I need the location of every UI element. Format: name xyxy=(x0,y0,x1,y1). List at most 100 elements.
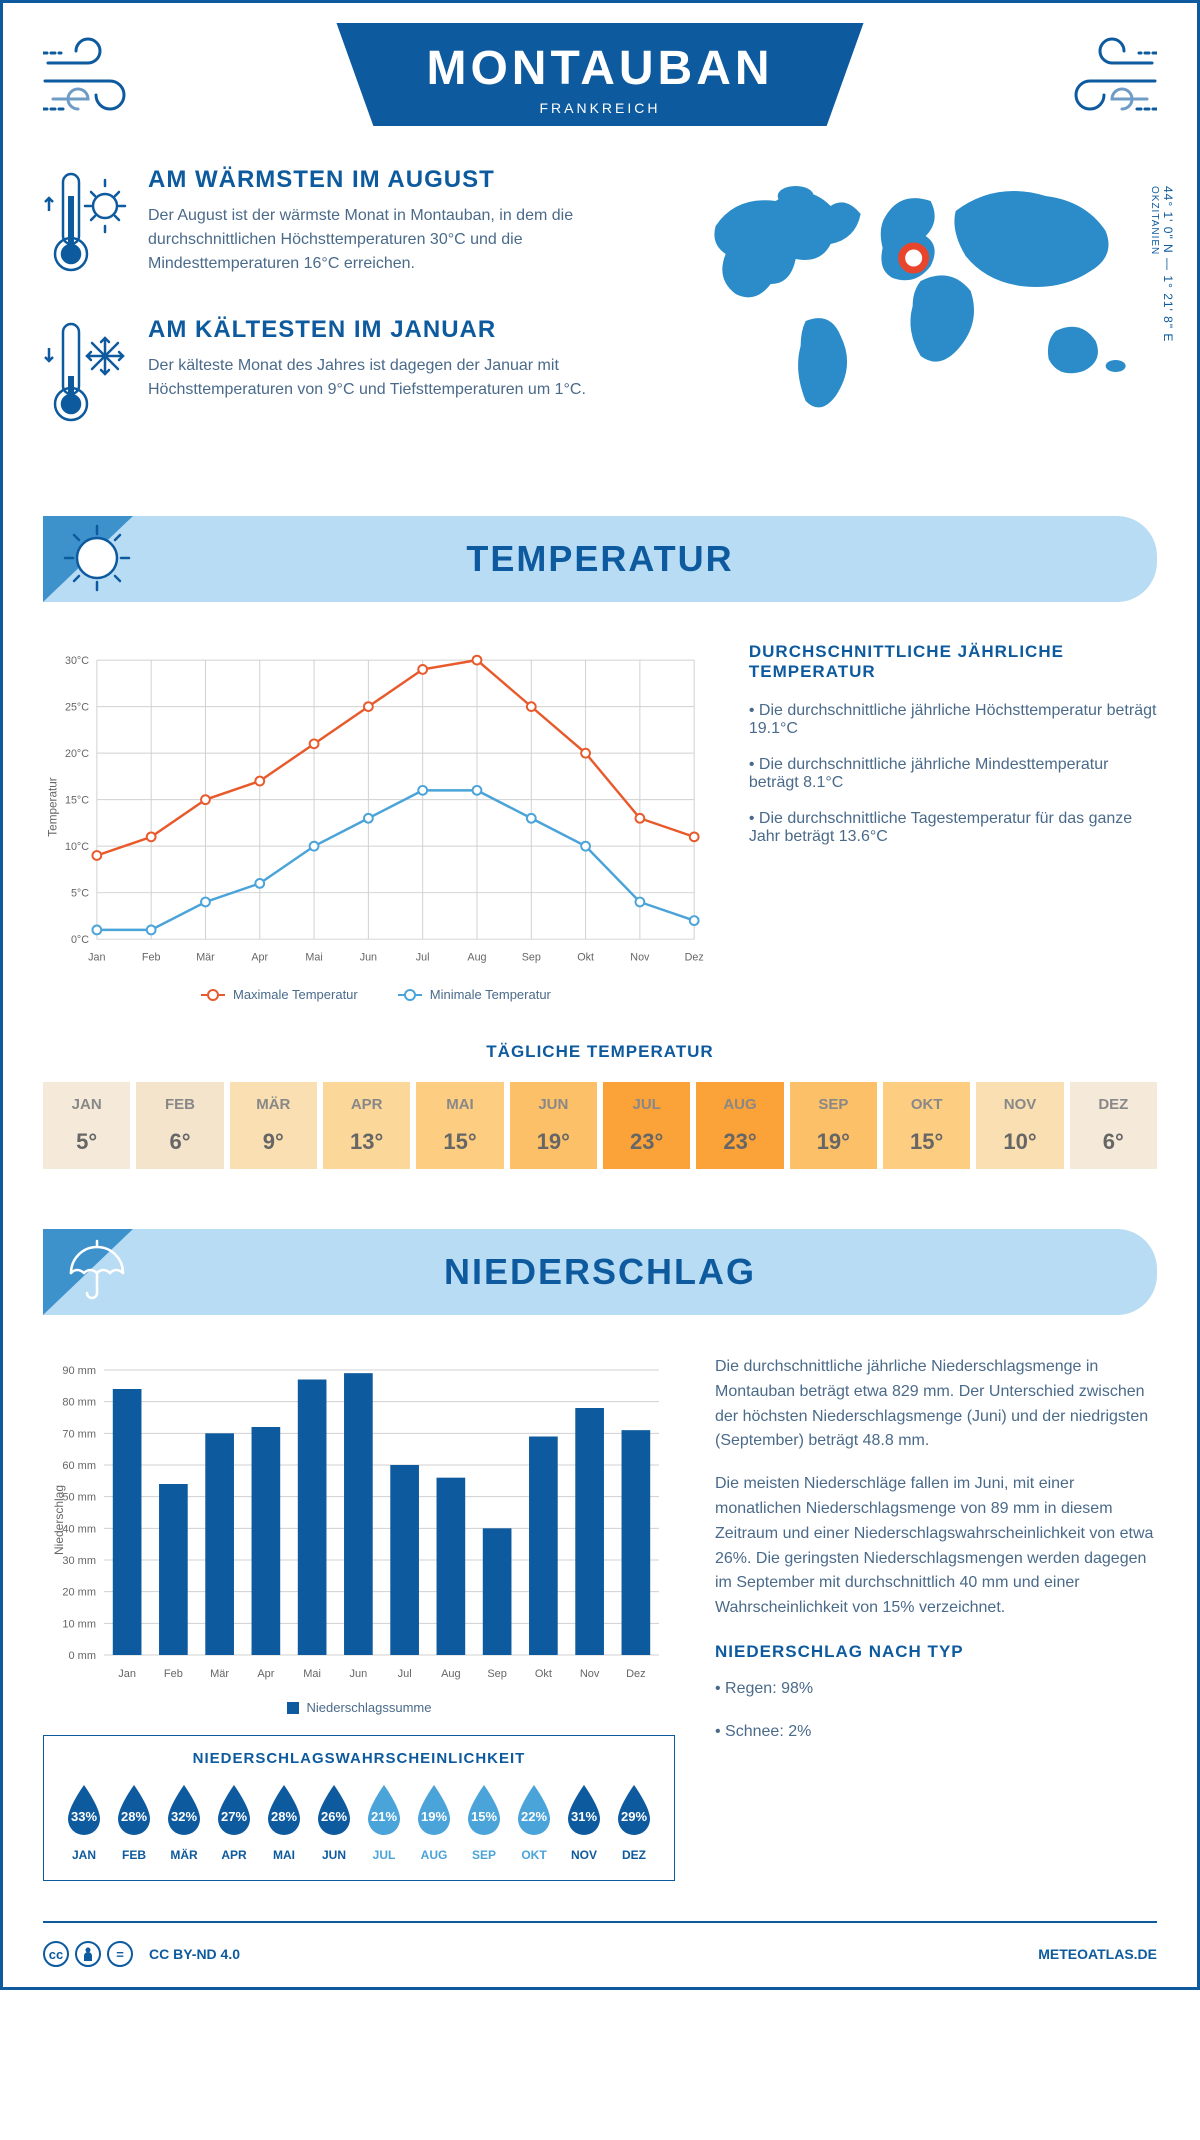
temp-bullet: • Die durchschnittliche Tagestemperatur … xyxy=(749,810,1157,846)
svg-text:30°C: 30°C xyxy=(65,655,89,667)
probability-drop: 29% DEZ xyxy=(612,1781,656,1862)
probability-drop: 33% JAN xyxy=(62,1781,106,1862)
temp-cell: OKT15° xyxy=(883,1082,970,1169)
svg-text:Dez: Dez xyxy=(626,1668,646,1680)
temp-cell: APR13° xyxy=(323,1082,410,1169)
svg-text:Jul: Jul xyxy=(416,952,430,964)
fact-warmest-text: Der August ist der wärmste Monat in Mont… xyxy=(148,204,634,276)
svg-text:0°C: 0°C xyxy=(71,934,89,946)
fact-coldest: AM KÄLTESTEN IM JANUAR Der kälteste Mona… xyxy=(43,316,634,431)
svg-text:5°C: 5°C xyxy=(71,888,89,900)
svg-text:Temperatur: Temperatur xyxy=(47,777,60,837)
precipitation-text: Die durchschnittliche jährliche Niedersc… xyxy=(715,1355,1157,1881)
wind-icon xyxy=(43,33,163,123)
svg-text:Jun: Jun xyxy=(350,1668,368,1680)
probability-box: NIEDERSCHLAGSWAHRSCHEINLICHKEIT 33% JAN … xyxy=(43,1735,675,1881)
temp-cell: DEZ6° xyxy=(1070,1082,1157,1169)
by-icon xyxy=(75,1941,101,1967)
daily-temperature: TÄGLICHE TEMPERATUR JAN5°FEB6°MÄR9°APR13… xyxy=(43,1042,1157,1169)
svg-text:Niederschlag: Niederschlag xyxy=(52,1485,66,1555)
daily-temp-heading: TÄGLICHE TEMPERATUR xyxy=(43,1042,1157,1062)
svg-text:10 mm: 10 mm xyxy=(62,1618,96,1630)
temp-cell: AUG23° xyxy=(696,1082,783,1169)
license-label: CC BY-ND 4.0 xyxy=(149,1946,240,1962)
nd-icon: = xyxy=(107,1941,133,1967)
svg-text:28%: 28% xyxy=(271,1809,297,1824)
svg-text:22%: 22% xyxy=(521,1809,547,1824)
section-header-temperature: TEMPERATUR xyxy=(43,516,1157,602)
svg-text:Mai: Mai xyxy=(303,1668,321,1680)
svg-text:33%: 33% xyxy=(71,1809,97,1824)
wind-icon xyxy=(1037,33,1157,123)
svg-text:30 mm: 30 mm xyxy=(62,1555,96,1567)
site-label: METEOATLAS.DE xyxy=(1038,1946,1157,1962)
temperature-row: 0°C5°C10°C15°C20°C25°C30°CJanFebMärAprMa… xyxy=(43,642,1157,1002)
intro-text: AM WÄRMSTEN IM AUGUST Der August ist der… xyxy=(43,166,634,466)
probability-drop: 28% FEB xyxy=(112,1781,156,1862)
svg-text:Mär: Mär xyxy=(210,1668,229,1680)
header: MONTAUBAN FRANKREICH xyxy=(43,23,1157,126)
coordinates: 44° 1' 0" N — 1° 21' 8" E OKZITANIEN xyxy=(1147,186,1175,342)
intro-row: AM WÄRMSTEN IM AUGUST Der August ist der… xyxy=(43,166,1157,466)
temp-text-heading: DURCHSCHNITTLICHE JÄHRLICHE TEMPERATUR xyxy=(749,642,1157,682)
probability-drop: 27% APR xyxy=(212,1781,256,1862)
sun-icon xyxy=(61,522,133,594)
svg-text:50 mm: 50 mm xyxy=(62,1492,96,1504)
license-icons: cc = CC BY-ND 4.0 xyxy=(43,1941,240,1967)
svg-text:21%: 21% xyxy=(371,1809,397,1824)
precip-legend: Niederschlagssumme xyxy=(43,1700,675,1715)
probability-drop: 28% MAI xyxy=(262,1781,306,1862)
infographic-container: MONTAUBAN FRANKREICH xyxy=(0,0,1200,1990)
probability-drop: 21% JUL xyxy=(362,1781,406,1862)
temperature-chart: 0°C5°C10°C15°C20°C25°C30°CJanFebMärAprMa… xyxy=(43,642,709,1002)
svg-text:Okt: Okt xyxy=(577,952,594,964)
temp-cell: JUN19° xyxy=(510,1082,597,1169)
section-header-precipitation: NIEDERSCHLAG xyxy=(43,1229,1157,1315)
precip-type: • Regen: 98% xyxy=(715,1677,1157,1702)
temp-legend: Maximale Temperatur Minimale Temperatur xyxy=(43,987,709,1002)
svg-text:27%: 27% xyxy=(221,1809,247,1824)
temp-cell: NOV10° xyxy=(976,1082,1063,1169)
world-map: 44° 1' 0" N — 1° 21' 8" E OKZITANIEN xyxy=(674,166,1157,466)
cc-icon: cc xyxy=(43,1941,69,1967)
svg-text:0 mm: 0 mm xyxy=(69,1650,97,1662)
fact-warmest: AM WÄRMSTEN IM AUGUST Der August ist der… xyxy=(43,166,634,281)
svg-text:Sep: Sep xyxy=(487,1668,507,1680)
svg-text:Aug: Aug xyxy=(441,1668,461,1680)
temperature-text: DURCHSCHNITTLICHE JÄHRLICHE TEMPERATUR •… xyxy=(749,642,1157,1002)
temp-bullet: • Die durchschnittliche jährliche Mindes… xyxy=(749,756,1157,792)
svg-text:Jul: Jul xyxy=(398,1668,412,1680)
probability-drop: 31% NOV xyxy=(562,1781,606,1862)
svg-text:25°C: 25°C xyxy=(65,702,89,714)
svg-text:Apr: Apr xyxy=(257,1668,274,1680)
svg-text:20°C: 20°C xyxy=(65,748,89,760)
footer: cc = CC BY-ND 4.0 METEOATLAS.DE xyxy=(43,1921,1157,1967)
svg-text:90 mm: 90 mm xyxy=(62,1365,96,1377)
temp-cell: JUL23° xyxy=(603,1082,690,1169)
country-subtitle: FRANKREICH xyxy=(426,100,773,116)
temp-cell: JAN5° xyxy=(43,1082,130,1169)
city-title: MONTAUBAN xyxy=(426,41,773,96)
precipitation-row: 0 mm10 mm20 mm30 mm40 mm50 mm60 mm70 mm8… xyxy=(43,1355,1157,1881)
svg-text:26%: 26% xyxy=(321,1809,347,1824)
svg-text:15°C: 15°C xyxy=(65,795,89,807)
svg-text:Feb: Feb xyxy=(164,1668,183,1680)
probability-drop: 26% JUN xyxy=(312,1781,356,1862)
section-title: NIEDERSCHLAG xyxy=(63,1251,1137,1293)
probability-drop: 32% MÄR xyxy=(162,1781,206,1862)
umbrella-icon xyxy=(61,1235,133,1307)
section-title: TEMPERATUR xyxy=(63,538,1137,580)
svg-text:10°C: 10°C xyxy=(65,841,89,853)
svg-text:15%: 15% xyxy=(471,1809,497,1824)
thermometer-cold-icon xyxy=(43,316,128,431)
svg-text:Apr: Apr xyxy=(251,952,268,964)
header-banner: MONTAUBAN FRANKREICH xyxy=(336,23,863,126)
temp-cell: MAI15° xyxy=(416,1082,503,1169)
probability-drop: 22% OKT xyxy=(512,1781,556,1862)
svg-text:Mär: Mär xyxy=(196,952,215,964)
precip-type-heading: NIEDERSCHLAG NACH TYP xyxy=(715,1639,1157,1665)
precip-para: Die durchschnittliche jährliche Niedersc… xyxy=(715,1355,1157,1454)
svg-text:60 mm: 60 mm xyxy=(62,1460,96,1472)
svg-text:Jan: Jan xyxy=(118,1668,136,1680)
probability-drop: 15% SEP xyxy=(462,1781,506,1862)
